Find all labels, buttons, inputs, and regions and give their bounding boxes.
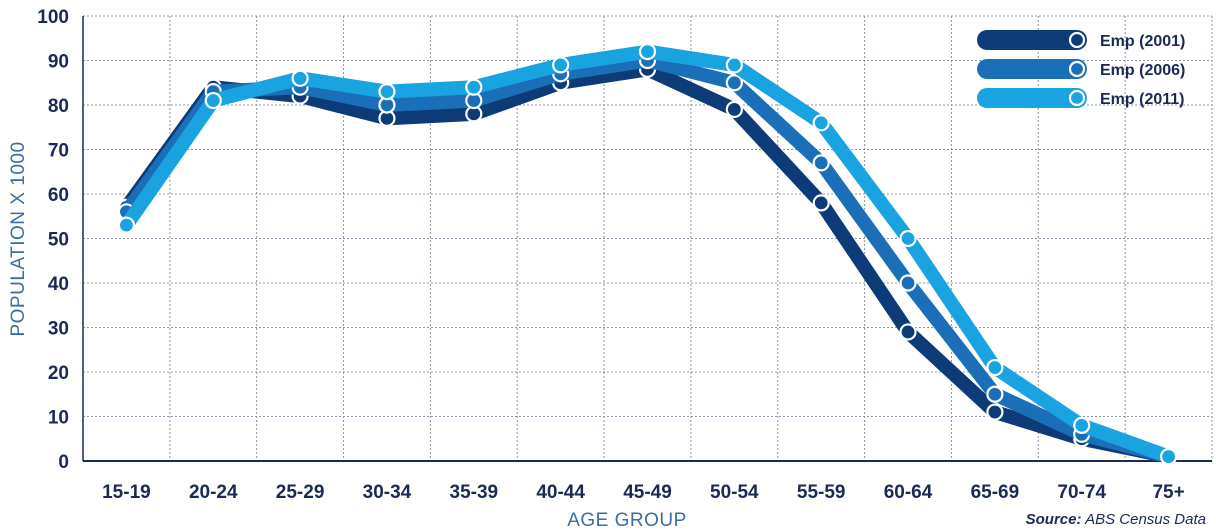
data-point — [812, 114, 830, 132]
data-point — [117, 216, 136, 234]
y-tick-label: 50 — [48, 230, 69, 251]
y-tick-label: 100 — [37, 7, 69, 28]
y-tick-label: 80 — [48, 96, 69, 117]
legend-marker — [1068, 89, 1086, 107]
data-point — [465, 78, 483, 96]
x-tick-label: 50-54 — [710, 482, 759, 503]
data-point — [291, 69, 309, 87]
data-point — [1159, 447, 1178, 466]
x-tick-label: 65-69 — [971, 482, 1020, 503]
data-point — [378, 83, 396, 101]
data-point — [986, 358, 1004, 377]
x-tick-label: 60-64 — [884, 482, 933, 503]
y-tick-label: 60 — [48, 185, 69, 206]
y-axis-ticks: 0 10 20 30 40 50 60 70 80 90 100 — [37, 7, 69, 473]
data-point — [552, 56, 570, 74]
x-tick-label: 15-19 — [102, 482, 151, 503]
legend-label: Emp (2011) — [1100, 91, 1184, 108]
data-point — [725, 100, 743, 119]
data-point — [899, 274, 917, 292]
source-label: Source: — [1025, 511, 1082, 528]
data-point — [986, 385, 1004, 403]
y-tick-label: 20 — [48, 363, 69, 384]
x-tick-label: 75+ — [1152, 482, 1184, 503]
legend-marker — [1068, 60, 1086, 78]
x-tick-label: 45-49 — [623, 482, 672, 503]
data-point — [638, 42, 657, 61]
data-point — [986, 403, 1004, 421]
data-point — [899, 229, 917, 248]
series-line — [119, 53, 1176, 464]
series-lines — [117, 42, 1178, 466]
y-tick-label: 40 — [48, 274, 69, 295]
legend-marker — [1068, 31, 1086, 49]
y-tick-label: 30 — [48, 319, 69, 340]
x-axis-ticks: 15-19 20-24 25-29 30-34 35-39 40-44 45-49 50-54… — [102, 482, 1185, 503]
x-axis-title: AGE GROUP — [567, 510, 687, 530]
x-tick-label: 35-39 — [450, 482, 499, 503]
data-point — [1073, 416, 1091, 434]
data-point — [812, 194, 830, 212]
x-tick-label: 40-44 — [536, 482, 585, 503]
y-tick-label: 90 — [48, 52, 69, 73]
x-tick-label: 25-29 — [276, 482, 325, 503]
y-tick-label: 10 — [48, 408, 69, 429]
y-tick-label: 70 — [48, 141, 69, 162]
data-point — [725, 74, 743, 92]
y-axis-title: POPULATION X 1000 — [8, 141, 29, 336]
data-point — [899, 323, 917, 341]
x-tick-label: 55-59 — [797, 482, 846, 503]
x-tick-label: 30-34 — [363, 482, 412, 503]
legend: Emp (2001) Emp (2006) Emp (2011) — [977, 30, 1185, 108]
x-tick-label: 70-74 — [1057, 482, 1106, 503]
data-point — [725, 56, 743, 74]
legend-label: Emp (2006) — [1100, 62, 1185, 79]
legend-label: Emp (2001) — [1100, 33, 1185, 50]
y-tick-label: 0 — [58, 452, 69, 473]
data-point — [204, 91, 222, 110]
source-text: ABS Census Data — [1081, 511, 1206, 528]
x-tick-label: 20-24 — [189, 482, 238, 503]
source-note: Source: ABS Census Data — [1026, 511, 1206, 528]
data-point — [812, 154, 830, 172]
